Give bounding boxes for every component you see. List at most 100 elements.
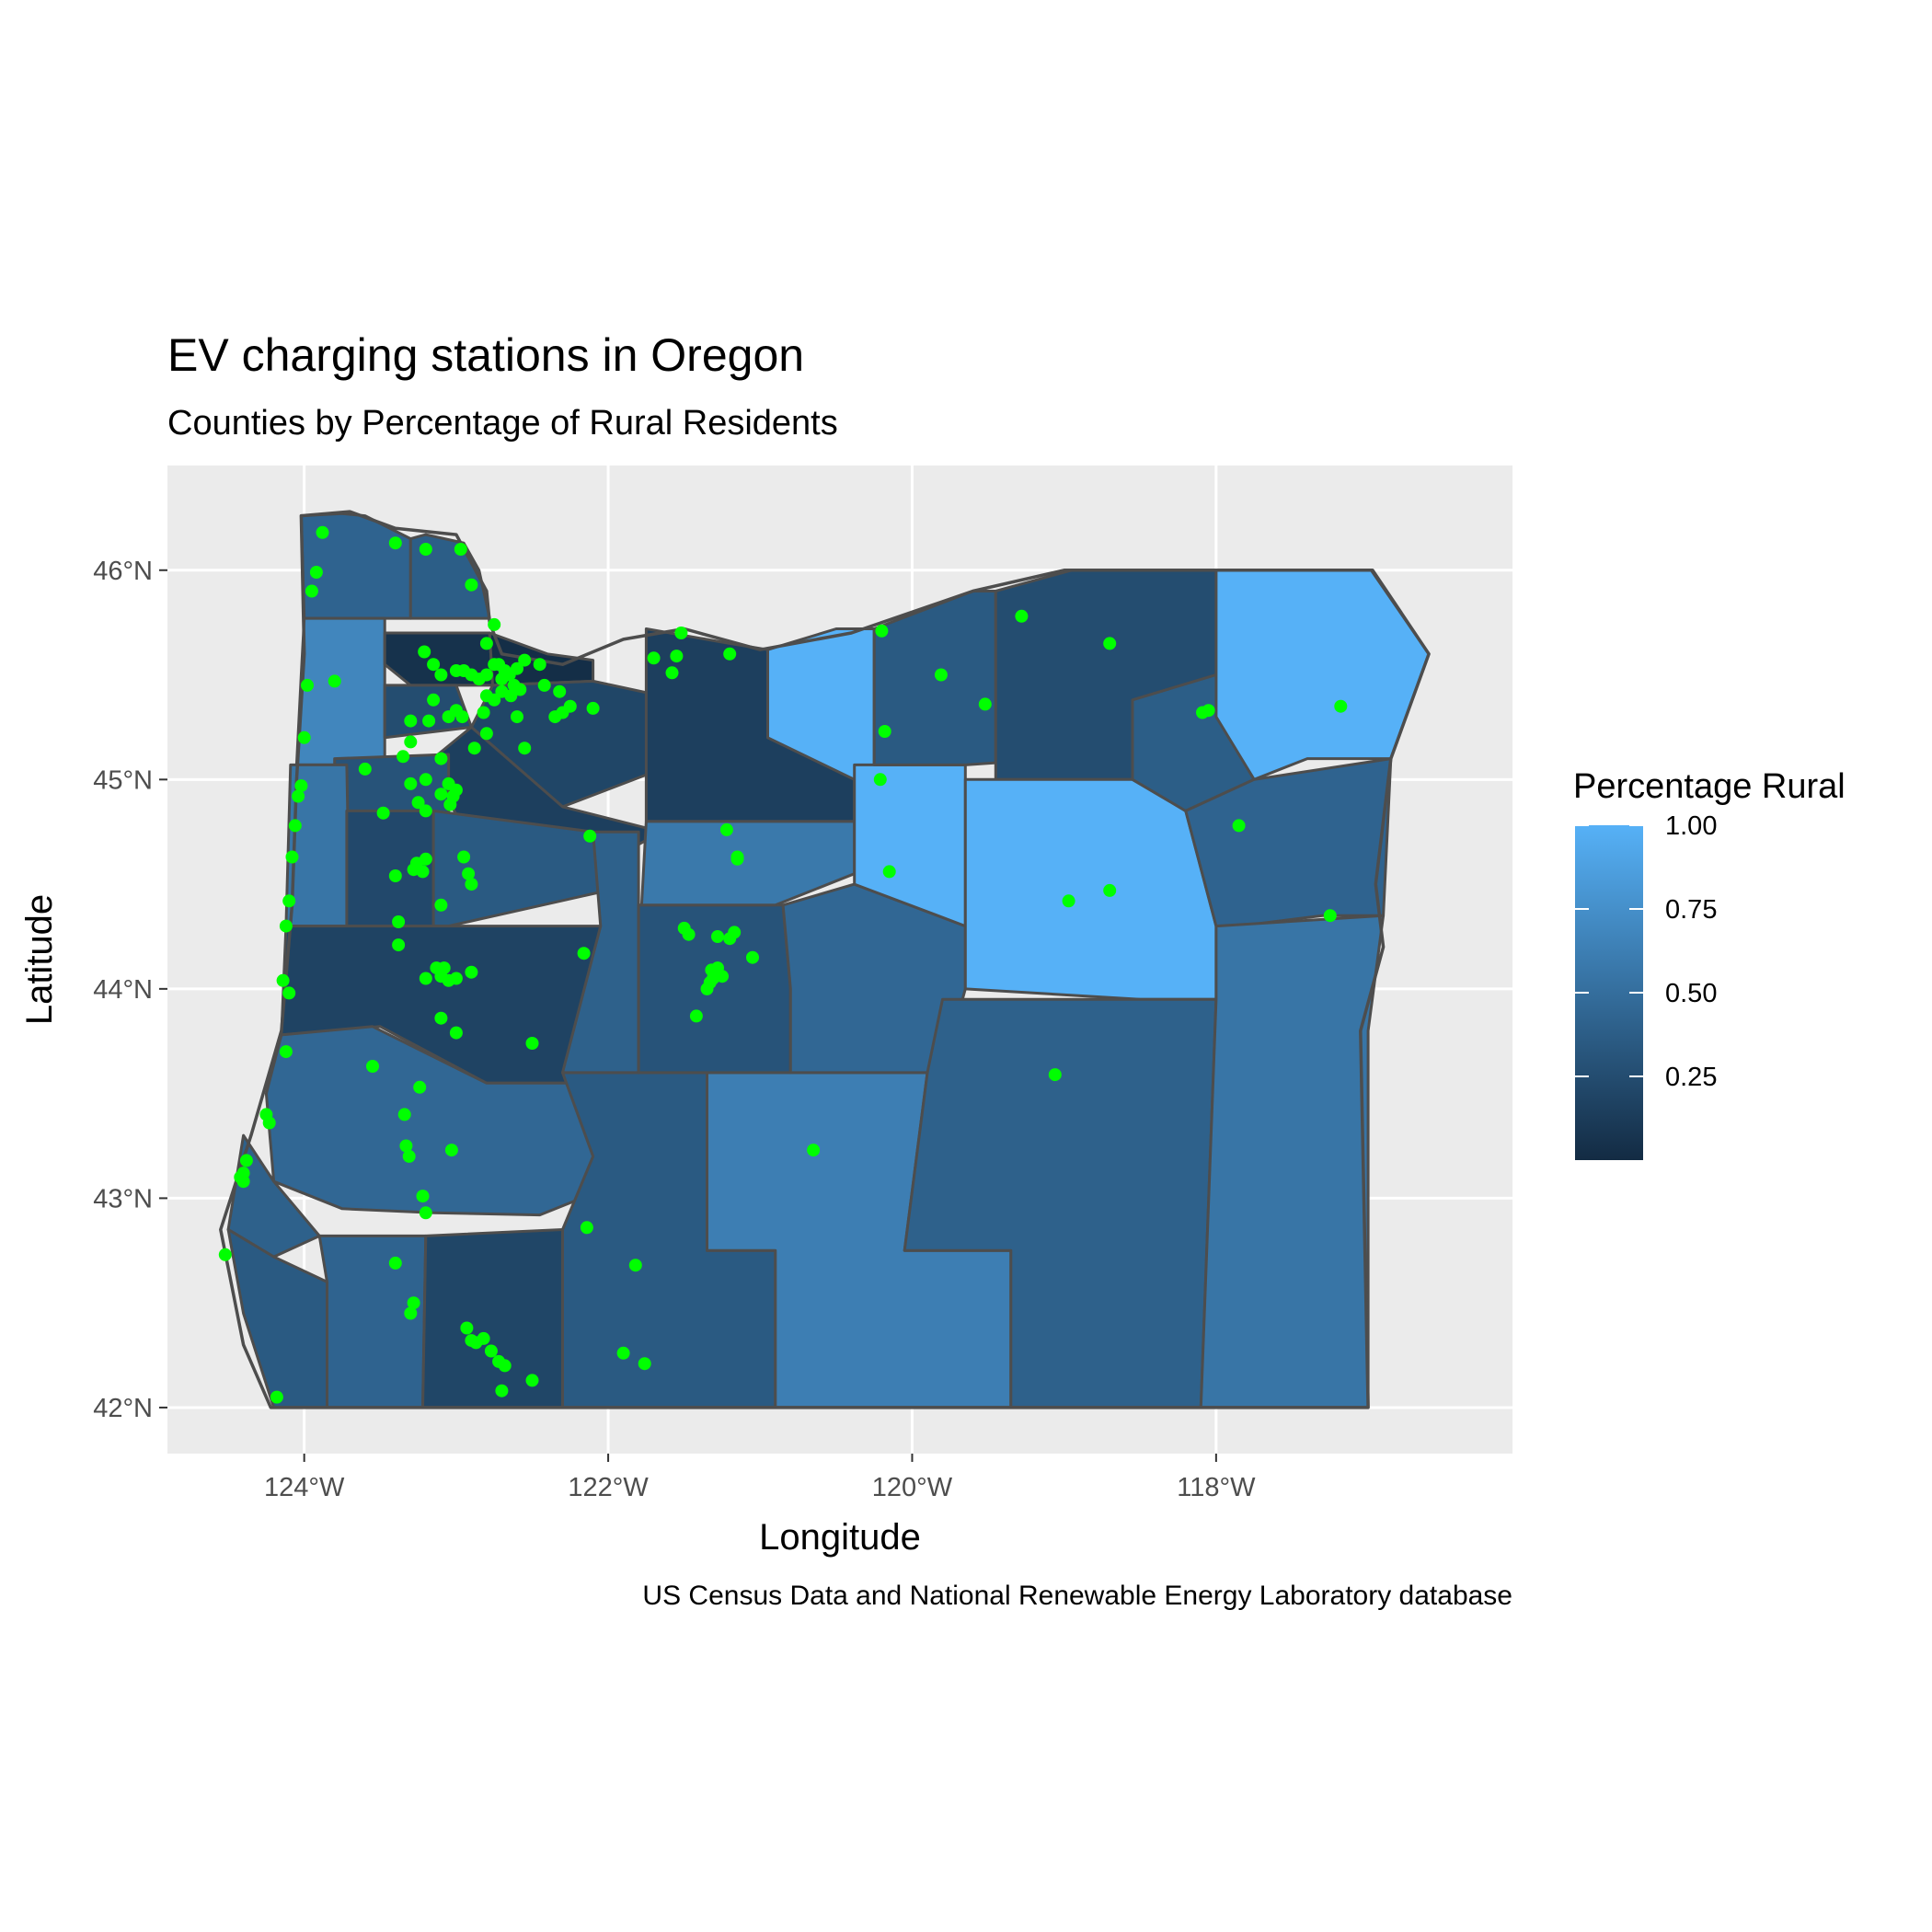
y-axis-title: Latitude <box>19 894 60 1025</box>
y-tick-label: 42°N <box>93 1394 153 1423</box>
charging-station-point <box>882 865 896 879</box>
charging-station-point <box>746 950 759 964</box>
county-polygon <box>317 1234 428 1409</box>
charging-station-point <box>427 658 441 672</box>
charging-station-point <box>366 1060 379 1073</box>
charging-station-point <box>807 1144 821 1157</box>
charging-station-point <box>416 865 430 879</box>
county-polygon <box>333 753 451 817</box>
charging-station-point <box>316 525 329 539</box>
legend-break-label: 0.75 <box>1665 895 1717 925</box>
charging-station-point <box>533 658 546 672</box>
charging-station-point <box>477 706 490 719</box>
county-polygon <box>294 616 386 766</box>
charging-station-point <box>728 926 742 939</box>
county-polygons <box>226 512 1431 1409</box>
charging-station-point <box>479 689 493 703</box>
charging-station-point <box>488 658 501 672</box>
chart-caption: US Census Data and National Renewable En… <box>642 1581 1512 1611</box>
charging-station-point <box>404 714 418 728</box>
charging-station-point <box>978 697 992 711</box>
x-tick-label: 124°W <box>264 1473 345 1502</box>
charging-station-point <box>700 982 714 995</box>
charging-station-point <box>297 730 311 744</box>
charging-station-point <box>647 651 661 665</box>
charging-station-point <box>479 727 493 741</box>
charging-station-point <box>434 752 448 765</box>
charging-station-point <box>711 930 724 943</box>
charging-station-point <box>294 779 308 793</box>
charging-station-point <box>465 578 478 592</box>
charging-station-point <box>873 773 887 787</box>
county-polygon <box>408 533 491 620</box>
chart-subtitle: Counties by Percentage of Rural Resident… <box>167 404 838 443</box>
charging-station-point <box>682 927 696 941</box>
x-tick-label: 118°W <box>1177 1473 1256 1502</box>
charging-station-point <box>628 1259 642 1272</box>
charging-station-point <box>376 806 390 820</box>
legend: Percentage Rural 1.00 0.75 0.50 0.25 <box>1573 767 1846 1160</box>
charging-station-point <box>218 1248 232 1261</box>
charging-station-point <box>563 699 577 713</box>
charging-station-point <box>934 668 948 682</box>
charging-station-point <box>305 584 318 598</box>
charging-station-point <box>419 972 432 985</box>
charging-station-point <box>407 1296 420 1310</box>
charging-station-point <box>488 617 501 631</box>
charging-station-point <box>583 829 597 843</box>
charging-station-point <box>404 776 418 790</box>
y-tick-label: 44°N <box>93 975 153 1005</box>
charging-station-point <box>730 852 744 866</box>
charging-station-point <box>388 1256 402 1270</box>
charging-station-point <box>397 750 410 764</box>
charging-station-point <box>419 852 432 866</box>
charging-station-point <box>399 1139 413 1153</box>
charging-station-point <box>705 963 719 977</box>
legend-break-label: 0.50 <box>1665 979 1717 1008</box>
charging-station-point <box>1015 609 1029 623</box>
charging-station-point <box>513 683 527 696</box>
x-axis-title: Longitude <box>759 1517 921 1558</box>
charging-station-point <box>416 1190 430 1203</box>
charging-station-point <box>309 566 323 579</box>
charging-station-point <box>388 536 402 550</box>
x-axis-ticks: 124°W 122°W 120°W 118°W <box>264 1454 1256 1502</box>
charging-station-point <box>239 1154 253 1167</box>
charging-station-point <box>674 627 688 639</box>
charging-station-point <box>495 684 509 698</box>
charging-station-point <box>276 973 290 987</box>
charging-station-point <box>454 543 467 556</box>
charging-station-point <box>875 624 889 638</box>
county-polygon <box>421 1228 564 1409</box>
charging-station-point <box>1062 894 1075 908</box>
charging-station-point <box>477 1331 490 1345</box>
charging-station-point <box>413 1080 427 1094</box>
charging-station-point <box>525 1374 539 1387</box>
charging-station-point <box>1202 704 1215 718</box>
charging-station-point <box>411 796 425 810</box>
charging-station-point <box>449 664 463 677</box>
charging-station-point <box>419 543 432 556</box>
charging-station-point <box>689 1009 703 1023</box>
charging-station-point <box>638 1357 651 1371</box>
county-polygon <box>226 1133 321 1259</box>
charging-station-point <box>430 961 443 975</box>
charging-station-point <box>462 867 476 880</box>
charging-station-point <box>442 776 455 790</box>
state-outline-path <box>219 510 1431 1409</box>
charging-station-point <box>301 678 314 692</box>
charging-station-point <box>404 735 418 749</box>
charging-station-point <box>518 742 532 755</box>
county-polygon <box>1199 914 1386 1409</box>
charging-station-point <box>670 650 684 663</box>
county-polygon <box>963 777 1218 1001</box>
charging-station-point <box>442 710 455 724</box>
charging-station-point <box>444 1144 458 1157</box>
charging-station-points <box>218 525 1348 1404</box>
charging-station-point <box>282 894 296 908</box>
charging-station-point <box>434 788 448 801</box>
state-outline <box>219 510 1431 1409</box>
charging-station-point <box>460 1321 474 1335</box>
legend-breaks: 1.00 0.75 0.50 0.25 <box>1575 811 1717 1092</box>
